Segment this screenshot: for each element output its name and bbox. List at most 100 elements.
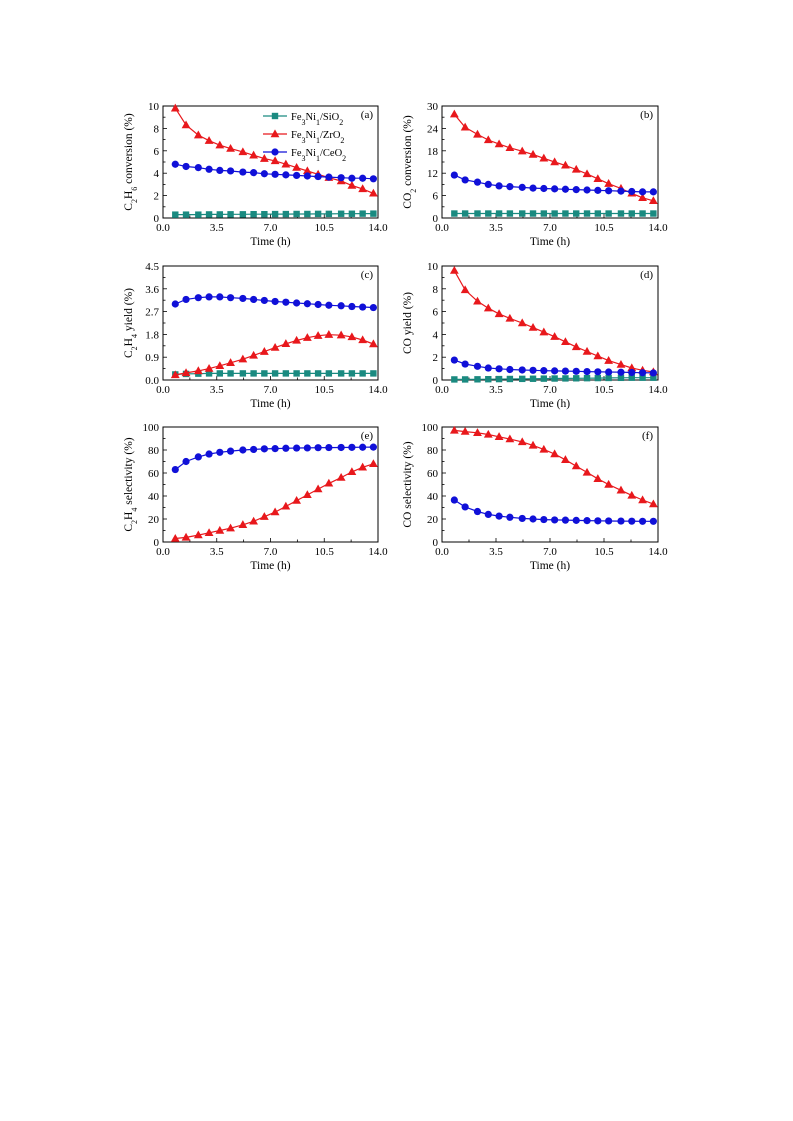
- data-point: [226, 523, 235, 532]
- data-point: [359, 174, 367, 182]
- data-point: [270, 156, 280, 165]
- data-point: [583, 517, 591, 525]
- data-point: [561, 367, 570, 375]
- y-axis-label: CO2 conversion (%): [402, 115, 418, 209]
- legend-marker: [271, 112, 279, 120]
- data-point: [194, 453, 202, 461]
- data-point: [260, 445, 268, 453]
- data-point: [639, 374, 646, 381]
- data-point: [205, 450, 213, 458]
- data-point: [270, 507, 280, 516]
- data-point: [182, 211, 190, 218]
- y-tick-label: 2: [154, 191, 160, 203]
- series-CeO2: [171, 443, 377, 474]
- y-tick-label: 0.0: [145, 375, 159, 387]
- data-point: [583, 367, 591, 376]
- data-point: [605, 368, 613, 376]
- data-point: [460, 285, 470, 294]
- data-point: [368, 459, 378, 467]
- data-point: [216, 166, 224, 174]
- data-point: [239, 168, 247, 176]
- data-point: [215, 361, 225, 370]
- data-point: [271, 170, 279, 178]
- data-point: [529, 515, 537, 523]
- data-point: [648, 499, 658, 508]
- x-axis-label: Time (h): [530, 560, 570, 572]
- x-axis-label: Time (h): [530, 398, 570, 410]
- y-tick-label: 3.6: [145, 284, 159, 296]
- y-tick-label: 24: [427, 123, 439, 135]
- y-tick-label: 8: [433, 284, 439, 296]
- x-tick-label: 7.0: [264, 222, 278, 234]
- data-point: [519, 210, 526, 217]
- data-point: [172, 211, 179, 218]
- data-point: [261, 210, 268, 218]
- data-point: [460, 122, 470, 131]
- data-point: [495, 512, 503, 520]
- data-point: [638, 193, 647, 202]
- chart-panel-b: 0.0 3.5 7.0 10.5 14.0 0 6 12 18 24 30 Time (h) CO2 c…: [402, 101, 668, 248]
- data-point: [551, 185, 559, 193]
- data-point: [561, 455, 570, 463]
- data-point: [484, 364, 492, 372]
- data-point: [518, 514, 526, 523]
- data-point: [314, 370, 322, 377]
- data-point: [226, 447, 235, 455]
- data-point: [292, 496, 302, 504]
- legend-entry-part: /SiO: [320, 112, 340, 123]
- panel-label: (b): [640, 109, 653, 121]
- data-point: [628, 210, 635, 217]
- data-point: [347, 180, 357, 189]
- y-axis-label-part: 2: [130, 346, 139, 350]
- data-point: [359, 443, 367, 451]
- legend-entry-part: 3: [302, 154, 306, 163]
- data-point: [616, 360, 626, 368]
- y-tick-label: 0: [433, 537, 439, 549]
- data-point: [483, 303, 493, 312]
- y-tick-label: 30: [427, 101, 439, 113]
- data-point: [216, 293, 224, 301]
- data-point: [483, 135, 493, 144]
- data-point: [572, 186, 580, 194]
- data-point: [216, 370, 224, 377]
- data-point: [325, 210, 333, 218]
- data-point: [528, 322, 538, 331]
- data-point: [181, 120, 191, 129]
- series-ZrO2: [170, 330, 378, 379]
- series-ZrO2: [449, 265, 658, 376]
- legend-entry-part: 2: [340, 136, 344, 145]
- y-axis-label: CO selectivity (%): [402, 441, 414, 527]
- data-point: [449, 425, 459, 434]
- legend-entry-part: 1: [316, 136, 320, 145]
- data-point: [250, 445, 258, 454]
- data-point: [474, 210, 481, 217]
- data-point: [494, 139, 504, 148]
- x-tick-label: 3.5: [489, 384, 503, 396]
- data-point: [249, 516, 259, 525]
- y-axis-label-part: 4: [130, 334, 139, 338]
- x-tick-label: 7.0: [264, 384, 278, 396]
- y-tick-label: 80: [148, 445, 160, 457]
- data-point: [495, 365, 503, 373]
- data-point: [540, 375, 548, 382]
- legend-entry-part: 2: [342, 154, 346, 163]
- data-point: [638, 495, 647, 504]
- data-point: [216, 211, 224, 218]
- y-axis-label: C2H6 conversion (%): [123, 113, 139, 211]
- y-tick-label: 0: [154, 537, 160, 549]
- x-tick-label: 10.5: [315, 384, 335, 396]
- data-point: [495, 210, 503, 217]
- panel-label: (c): [361, 269, 374, 281]
- panel-label: (e): [361, 430, 374, 442]
- data-point: [215, 525, 225, 534]
- data-point: [368, 339, 378, 348]
- plot-frame: [441, 265, 659, 381]
- data-point: [450, 171, 458, 179]
- data-point: [205, 370, 213, 377]
- data-point: [359, 303, 367, 311]
- data-point: [194, 294, 202, 302]
- data-point: [617, 368, 625, 376]
- data-point: [540, 367, 548, 375]
- data-point: [302, 166, 312, 175]
